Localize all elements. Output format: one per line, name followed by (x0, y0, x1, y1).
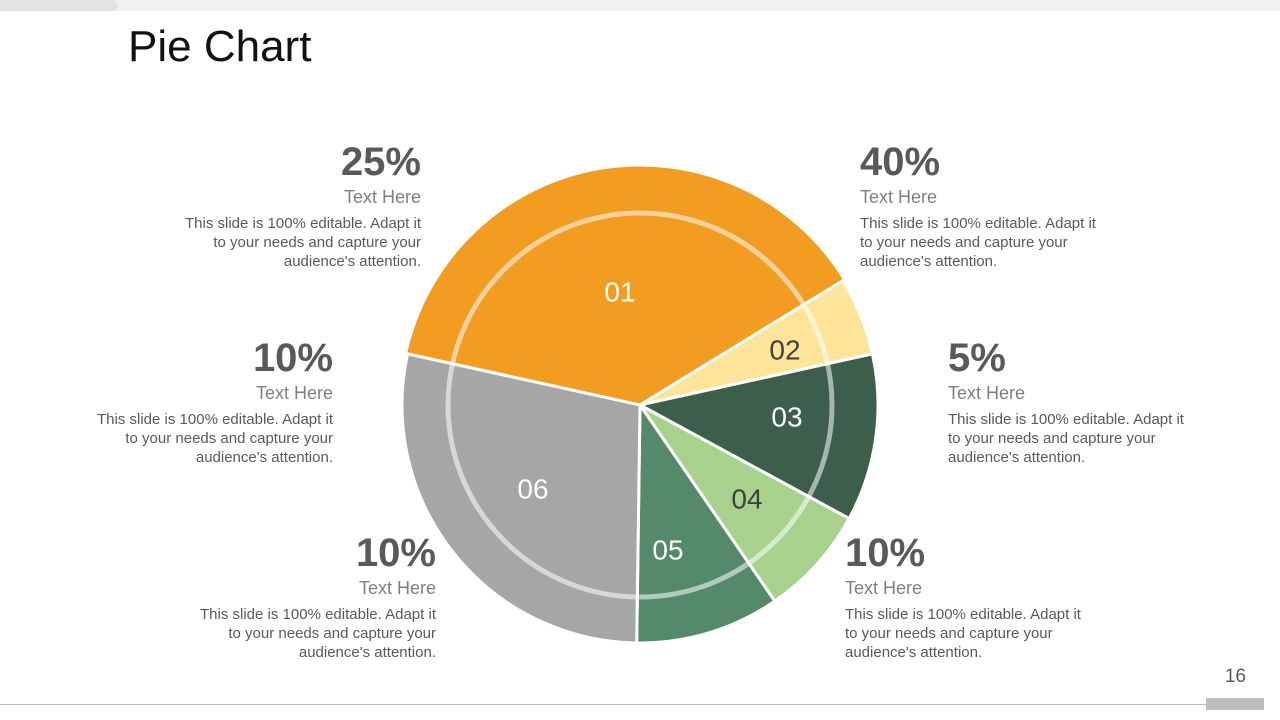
pie-slice-05 (635, 403, 777, 645)
callout-bottom-right: 10% Text Here This slide is 100% editabl… (845, 530, 1105, 662)
pie-slice-06 (400, 352, 642, 645)
callout-top-right: 40% Text Here This slide is 100% editabl… (860, 139, 1120, 271)
pie-slice-labels: 01 02 03 04 05 06 (517, 277, 802, 566)
page-number: 16 (1224, 666, 1246, 687)
inner-ring (445, 210, 835, 600)
callout-heading: Text Here (948, 383, 1026, 403)
callout-percent: 40% (860, 140, 941, 184)
slice-label-02: 02 (769, 335, 800, 366)
slice-label-05: 05 (652, 535, 683, 566)
callout-description: This slide is 100% editable. Adapt it to… (948, 411, 1184, 466)
callout-percent: 10% (252, 336, 333, 380)
callout-heading: Text Here (343, 187, 421, 207)
bottom-accent-block (1206, 698, 1264, 710)
callout-percent: 5% (948, 336, 1006, 380)
pie-slice-04 (638, 403, 851, 603)
callout-middle-left: 10% Text Here This slide is 100% editabl… (73, 335, 333, 467)
callout-percent: 10% (845, 531, 926, 575)
callout-top-left: 25% Text Here This slide is 100% editabl… (161, 139, 421, 271)
pie-slices (400, 163, 880, 645)
callout-description: This slide is 100% editable. Adapt it to… (860, 215, 1096, 270)
callout-description: This slide is 100% editable. Adapt it to… (185, 215, 421, 270)
callout-heading: Text Here (358, 578, 436, 598)
callout-heading: Text Here (860, 187, 938, 207)
callout-description: This slide is 100% editable. Adapt it to… (845, 606, 1081, 661)
bottom-divider (0, 704, 1206, 705)
slide-title: Pie Chart (128, 22, 312, 71)
callout-percent: 25% (340, 140, 421, 184)
slice-label-04: 04 (731, 484, 762, 515)
callout-middle-right: 5% Text Here This slide is 100% editable… (948, 335, 1208, 467)
callout-description: This slide is 100% editable. Adapt it to… (200, 606, 436, 661)
top-accent-pill (0, 0, 118, 11)
top-bar (0, 0, 1280, 11)
callout-heading: Text Here (255, 383, 333, 403)
pie-slice-01 (404, 163, 847, 407)
callout-heading: Text Here (845, 578, 923, 598)
slice-label-03: 03 (771, 402, 802, 433)
callout-description: This slide is 100% editable. Adapt it to… (97, 411, 333, 466)
slice-label-01: 01 (604, 277, 635, 308)
slice-label-06: 06 (517, 474, 548, 505)
callout-percent: 10% (355, 531, 436, 575)
callout-bottom-left: 10% Text Here This slide is 100% editabl… (176, 530, 436, 662)
